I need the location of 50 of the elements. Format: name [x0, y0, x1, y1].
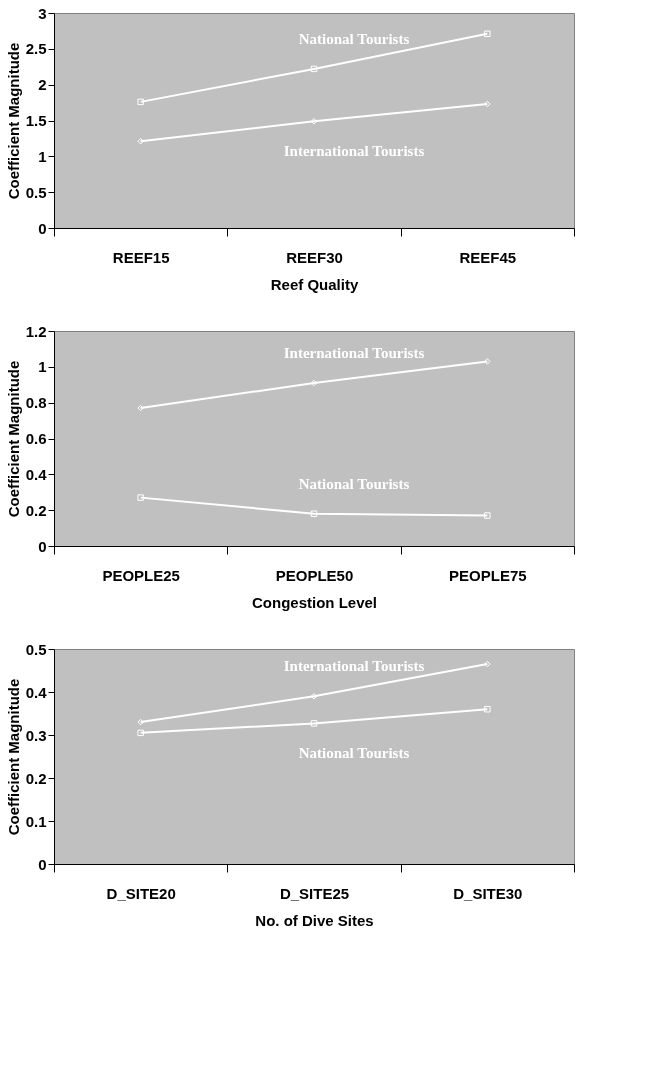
y-tick-label: 0 [38, 855, 47, 873]
point [484, 512, 491, 519]
y-tick-label: 1.5 [25, 112, 47, 129]
series-label: National Tourists [298, 30, 410, 47]
y-tick-label: 1 [38, 358, 47, 376]
y-tick-label: 0.5 [25, 640, 47, 658]
x-tick-label: D_SITE30 [453, 884, 523, 902]
y-tick-label: 0.6 [25, 430, 47, 447]
point [484, 705, 491, 713]
y-tick-label: 3 [38, 4, 47, 22]
y-tick-label: 0.8 [25, 394, 47, 412]
y-tick-label: 0.4 [25, 683, 48, 701]
series-label: National Tourists [298, 475, 410, 492]
y-tick-label: 0.2 [25, 769, 47, 787]
y-axis-title: Coefficient Magnitude [4, 678, 22, 836]
y-tick-label: 0.1 [25, 812, 47, 830]
series-label: International Tourists [283, 143, 425, 160]
y-tick-label: 0 [38, 219, 47, 237]
y-tick-label: 1 [38, 147, 47, 165]
x-tick-label: REEF45 [459, 248, 517, 266]
y-tick-label: 0 [38, 537, 47, 555]
point [310, 65, 318, 73]
x-tick-label: REEF15 [112, 248, 170, 266]
point [137, 494, 144, 501]
x-tick-label: PEOPLE25 [102, 566, 180, 584]
x-axis-title: Reef Quality [270, 275, 359, 293]
y-tick-label: 1.2 [25, 322, 47, 340]
point [137, 729, 144, 737]
x-tick-label: D_SITE25 [279, 884, 350, 902]
x-tick-label: REEF30 [286, 248, 343, 266]
y-tick-label: 0.3 [25, 726, 47, 744]
y-axis-title: Coefficient Magnitude [4, 42, 22, 200]
x-tick-label: PEOPLE50 [275, 566, 354, 584]
series-label: International Tourists [283, 344, 425, 361]
point [310, 510, 318, 517]
y-tick-label: 0.2 [25, 501, 47, 519]
point [310, 720, 318, 727]
point [137, 98, 144, 106]
series-label: National Tourists [298, 745, 410, 762]
x-tick-label: D_SITE20 [106, 884, 176, 902]
y-tick-label: 2.5 [25, 40, 47, 58]
point [484, 30, 491, 38]
y-axis-title: Coefficient Magnitude [4, 360, 22, 518]
y-tick-label: 0.4 [25, 465, 48, 483]
x-axis-title: No. of Dive Sites [255, 911, 374, 929]
y-tick-label: 0.5 [25, 183, 47, 201]
x-tick-label: PEOPLE75 [449, 566, 527, 584]
x-axis-title: Congestion Level [251, 593, 378, 611]
y-tick-label: 2 [38, 76, 47, 94]
series-label: International Tourists [283, 658, 425, 675]
